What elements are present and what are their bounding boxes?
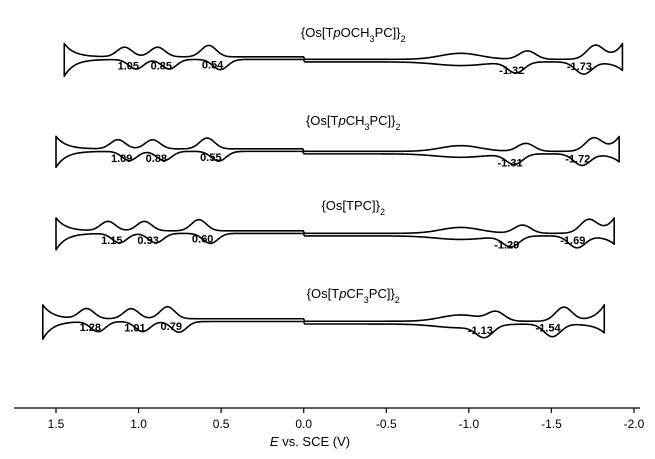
- voltammogram-curve: [55, 135, 620, 169]
- voltammogram-curves: [41, 42, 624, 340]
- reduction-peak-label: -1.69: [560, 235, 585, 247]
- x-axis-label-rest: vs. SCE (V): [279, 434, 351, 449]
- curve-title-part: OCH: [341, 25, 370, 40]
- curve-title-part: {Os[T: [307, 286, 340, 301]
- curve-title-part: {Os[T: [301, 25, 334, 40]
- x-tick-label: -2.0: [624, 417, 645, 431]
- oxidation-peak-label: 1.05: [118, 61, 139, 73]
- oxidation-peak-label: 0.88: [146, 153, 167, 165]
- oxidation-peak-label: 0.55: [200, 152, 221, 164]
- oxidation-peak-label: 1.28: [80, 322, 101, 334]
- curve-title-part: 3: [370, 34, 375, 44]
- x-tick-label: 1.0: [130, 417, 147, 431]
- reduction-peak-label: -1.32: [499, 65, 524, 77]
- oxidation-peak-label: 1.01: [124, 322, 145, 334]
- curve-title-part: {Os[TPC]}: [321, 198, 380, 213]
- x-axis-label-variable: E: [270, 434, 279, 449]
- reduction-peak-label: -1.72: [565, 153, 590, 165]
- voltammogram-curve: [55, 217, 615, 251]
- oxidation-peak-label: 0.85: [151, 61, 172, 73]
- curve-title-part: p: [338, 286, 346, 301]
- oxidation-peak-label: 1.15: [101, 235, 122, 247]
- x-tick-label: -0.5: [376, 417, 397, 431]
- curve-title: {Os[TpCH3PC]}2: [306, 113, 401, 132]
- x-tick-label: -1.0: [459, 417, 480, 431]
- curve-title-part: 3: [364, 122, 369, 132]
- curve-title: {Os[TpOCH3PC]}2: [301, 25, 406, 44]
- oxidation-peak-label: 1.09: [111, 153, 132, 165]
- curve-title-part: CF: [346, 286, 363, 301]
- reduction-peak-label: -1.54: [535, 323, 561, 335]
- oxidation-peak-label: 0.79: [161, 321, 182, 333]
- curve-title-part: 2: [401, 34, 406, 44]
- oxidation-peak-label: 0.93: [137, 235, 158, 247]
- oxidation-peak-label: 0.60: [192, 234, 213, 246]
- x-axis-label: E vs. SCE (V): [270, 434, 350, 449]
- x-tick-label: 0.5: [213, 417, 230, 431]
- curve-title-part: p: [337, 113, 345, 128]
- x-axis: 1.5 1.0 0.5 0.0 -0.5 -1.0 -1.5 -2.0 E vs. SCE (…: [14, 407, 645, 449]
- x-tick-label: 0.0: [295, 417, 312, 431]
- curve-title-part: PC]}: [369, 286, 396, 301]
- curve-title: {Os[TPC]}2: [321, 198, 385, 217]
- curve-title-part: 3: [364, 295, 369, 305]
- curve-title-part: PC]}: [375, 25, 402, 40]
- x-tick-label: -1.5: [541, 417, 562, 431]
- curve-title-part: {Os[T: [306, 113, 339, 128]
- voltammogram-curve: [63, 42, 624, 78]
- curve-title-part: 2: [395, 295, 400, 305]
- reduction-peak-label: -1.73: [567, 61, 592, 73]
- reduction-peak-label: -1.31: [498, 158, 523, 170]
- curve-title-part: 2: [380, 207, 385, 217]
- x-axis-ticks: 1.5 1.0 0.5 0.0 -0.5 -1.0 -1.5 -2.0: [48, 408, 645, 431]
- voltammogram-curve: [41, 304, 606, 340]
- reduction-peak-label: -1.13: [468, 325, 493, 337]
- curve-title-part: PC]}: [370, 113, 397, 128]
- curve-labels: {Os[TpOCH3PC]}21.05 0.85 0.54 -1.32 -1.73{Os…: [80, 25, 592, 337]
- curve-title-part: 2: [396, 122, 401, 132]
- curve-title-part: CH: [346, 113, 365, 128]
- reduction-peak-label: -1.29: [494, 239, 519, 251]
- curve-title-part: p: [332, 25, 340, 40]
- curve-title: {Os[TpCF3PC]}2: [307, 286, 400, 305]
- oxidation-peak-label: 0.54: [202, 59, 224, 71]
- x-tick-label: 1.5: [48, 417, 65, 431]
